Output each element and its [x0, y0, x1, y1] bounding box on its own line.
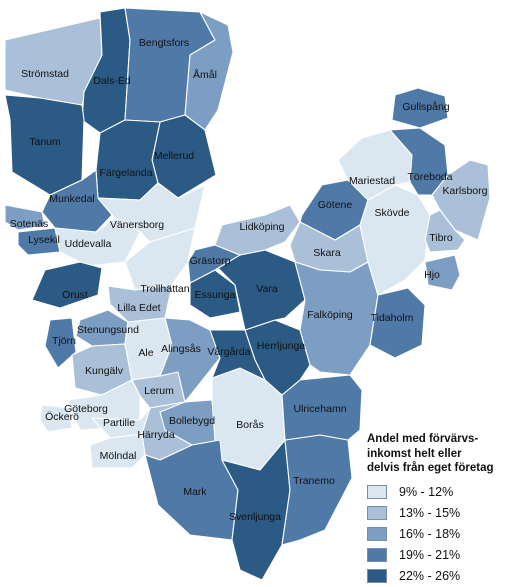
region-lysekil	[17, 227, 61, 256]
label-tibro: Tibro	[429, 232, 453, 244]
legend-swatch	[367, 485, 387, 499]
label-tanum: Tanum	[29, 136, 61, 148]
label-gullspang: Gullspång	[402, 101, 449, 113]
legend-label: 16% - 18%	[399, 527, 461, 541]
region-orust	[31, 261, 103, 309]
label-grastorp: Grästorp	[190, 255, 231, 267]
region-ulricehamn	[281, 374, 363, 441]
label-sotenas: Sotenäs	[10, 218, 49, 230]
label-toreboda: Töreboda	[408, 171, 453, 183]
label-ale: Ale	[138, 347, 153, 359]
label-harryda: Härryda	[137, 429, 175, 441]
label-partille: Partille	[103, 417, 135, 429]
label-ulricehamn: Ulricehamn	[293, 403, 346, 415]
label-kungalv: Kungälv	[85, 365, 124, 377]
label-munkedal: Munkedal	[49, 193, 95, 205]
label-tidaholm: Tidaholm	[371, 312, 414, 324]
label-boras: Borås	[236, 419, 263, 431]
label-ockero: Öckerö	[45, 411, 79, 423]
label-lysekil: Lysekil	[28, 234, 60, 246]
region-tranemo	[281, 434, 353, 546]
legend-label: 13% - 15%	[399, 506, 461, 520]
region-tidaholm	[369, 287, 426, 359]
region-ockero	[39, 404, 73, 433]
legend-title-line: inkomst helt eller	[367, 447, 462, 460]
region-tibro	[424, 209, 466, 253]
region-hjo	[424, 254, 461, 291]
label-skovde: Skövde	[374, 207, 409, 219]
label-lilla-edet: Lilla Edet	[117, 302, 160, 314]
label-vanersborg: Vänersborg	[110, 219, 164, 231]
label-herrljunga: Herrljunga	[257, 340, 306, 352]
legend-swatch	[367, 548, 387, 562]
legend-title: Andel med förvärvs- inkomst helt eller d…	[367, 432, 507, 476]
label-amal: Åmål	[193, 68, 217, 81]
label-uddevalla: Uddevalla	[65, 238, 112, 250]
legend-item: 13% - 15%	[367, 503, 507, 524]
legend-label: 9% - 12%	[399, 485, 454, 499]
label-mariestad: Mariestad	[349, 175, 395, 187]
label-fargelanda: Färgelanda	[99, 167, 152, 179]
label-essunga: Essunga	[195, 289, 236, 301]
legend-label: 22% - 26%	[399, 569, 461, 583]
label-mellerud: Mellerud	[154, 150, 194, 162]
legend-item: 22% - 26%	[367, 566, 507, 587]
label-falkoping: Falköping	[307, 309, 353, 321]
label-stenungsund: Stenungsund	[77, 324, 139, 336]
label-bollebygd: Bollebygd	[169, 415, 215, 427]
label-bengtsfors: Bengtsfors	[139, 37, 189, 49]
region-skovde	[359, 184, 431, 296]
label-orust: Orust	[62, 289, 88, 301]
municipality-regions	[4, 7, 491, 581]
label-mark: Mark	[183, 486, 207, 498]
region-sotenas	[4, 204, 46, 231]
label-dals-ed: Dals-Ed	[93, 75, 131, 87]
label-svenljunga: Svenljunga	[229, 511, 281, 523]
label-karlsborg: Karlsborg	[443, 185, 488, 197]
region-fargelanda	[95, 119, 161, 201]
legend-item: 19% - 21%	[367, 545, 507, 566]
region-uddevalla	[54, 217, 141, 267]
legend-label: 19% - 21%	[399, 548, 461, 562]
label-tranemo: Tranemo	[293, 475, 335, 487]
region-karlsborg	[431, 159, 491, 241]
label-molndal: Mölndal	[100, 450, 137, 462]
legend-item: 9% - 12%	[367, 482, 507, 503]
label-goteborg: Göteborg	[64, 403, 108, 415]
region-vargarda	[209, 329, 266, 381]
municipality-labels: Strömstad Dals-Ed Bengtsfors Åmål Tanum Melle…	[10, 37, 488, 523]
label-trollhattan: Trollhättan	[140, 283, 189, 295]
region-gullspang	[391, 87, 449, 129]
label-stromstad: Strömstad	[21, 68, 69, 80]
legend-title-line: delvis från eget företag	[367, 462, 494, 474]
label-tjorn: Tjörn	[52, 335, 76, 347]
label-alingsas: Alingsås	[161, 343, 201, 355]
label-lerum: Lerum	[144, 385, 174, 397]
legend-title-line: Andel med förvärvs-	[367, 433, 479, 445]
region-vanersborg	[97, 182, 206, 243]
legend-swatch	[367, 527, 387, 541]
label-hjo: Hjo	[424, 269, 440, 281]
legend-swatch	[367, 506, 387, 520]
legend: Andel med förvärvs- inkomst helt eller d…	[367, 432, 507, 587]
label-vargarda: Vårgårda	[207, 346, 250, 358]
label-gotene: Götene	[318, 199, 353, 211]
legend-swatch	[367, 569, 387, 583]
legend-item: 16% - 18%	[367, 524, 507, 545]
label-lidkoping: Lidköping	[240, 221, 285, 233]
region-tjorn	[44, 317, 77, 369]
label-vara: Vara	[256, 283, 278, 295]
label-skara: Skara	[313, 247, 341, 259]
